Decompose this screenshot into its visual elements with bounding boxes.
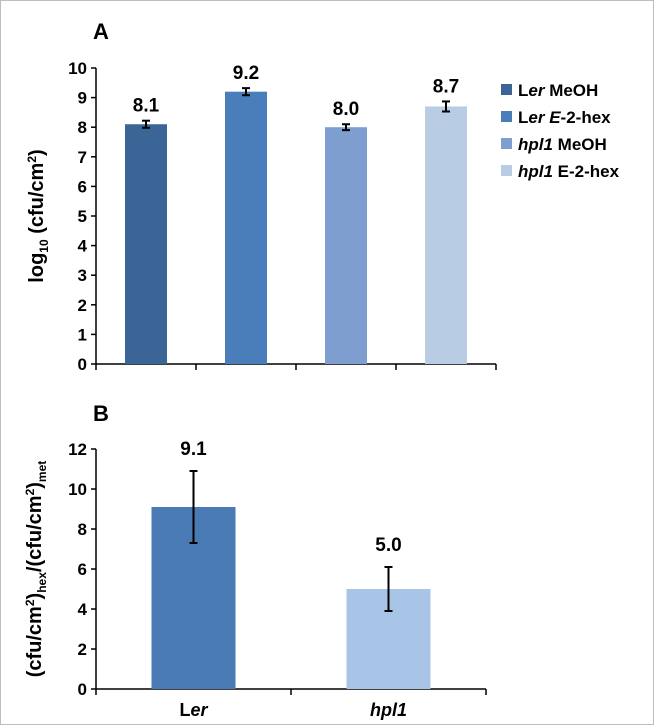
x-category-label-b-2: hpl1	[370, 700, 407, 720]
y-tick-label-b: 10	[68, 480, 87, 499]
bar-a-4	[425, 106, 467, 364]
y-tick-label-a: 5	[78, 207, 87, 226]
data-label-a-4: 8.7	[433, 76, 459, 97]
legend-swatch-3	[501, 138, 512, 149]
legend-swatch-1	[501, 84, 512, 95]
x-category-label-b-1: Ler	[179, 700, 208, 720]
y-tick-label-a: 1	[78, 325, 87, 344]
legend-swatch-4	[501, 165, 512, 176]
bar-a-2	[225, 91, 267, 365]
data-label-a-3: 8.0	[333, 99, 359, 120]
y-tick-label-a: 6	[78, 177, 87, 196]
panel-label-a: A	[93, 19, 109, 44]
panel-label-b: B	[93, 401, 109, 426]
legend-label-1: Ler MeOH	[518, 81, 598, 100]
bar-a-3	[325, 127, 367, 364]
y-tick-label-b: 6	[78, 560, 87, 579]
data-label-b-1: 9.1	[180, 439, 207, 460]
bar-a-1	[125, 124, 167, 365]
y-tick-label-a: 3	[78, 266, 87, 285]
data-label-a-1: 8.1	[133, 96, 160, 117]
data-label-b-2: 5.0	[375, 535, 401, 556]
y-tick-label-a: 7	[78, 148, 87, 167]
y-tick-label-b: 0	[78, 680, 87, 699]
y-tick-label-a: 10	[68, 59, 87, 78]
y-tick-label-b: 2	[78, 640, 87, 659]
y-tick-label-a: 4	[78, 237, 88, 256]
legend-label-2: Ler E-2-hex	[518, 108, 611, 127]
y-tick-label-b: 8	[78, 520, 87, 539]
y-tick-label-b: 4	[78, 600, 88, 619]
y-tick-label-a: 9	[78, 89, 87, 108]
y-tick-label-a: 0	[78, 355, 87, 374]
y-tick-label-a: 2	[78, 296, 87, 315]
legend-label-4: hpl1 E-2-hex	[518, 162, 620, 181]
y-axis-label-b: (cfu/cm2)hex/(cfu/cm2)met	[23, 461, 49, 678]
legend-label-3: hpl1 MeOH	[518, 135, 607, 154]
legend-swatch-2	[501, 111, 512, 122]
y-tick-label-a: 8	[78, 118, 87, 137]
y-tick-label-b: 12	[68, 440, 87, 459]
y-axis-label-a: log10 (cfu/cm2)	[25, 149, 51, 282]
data-label-a-2: 9.2	[233, 63, 259, 84]
